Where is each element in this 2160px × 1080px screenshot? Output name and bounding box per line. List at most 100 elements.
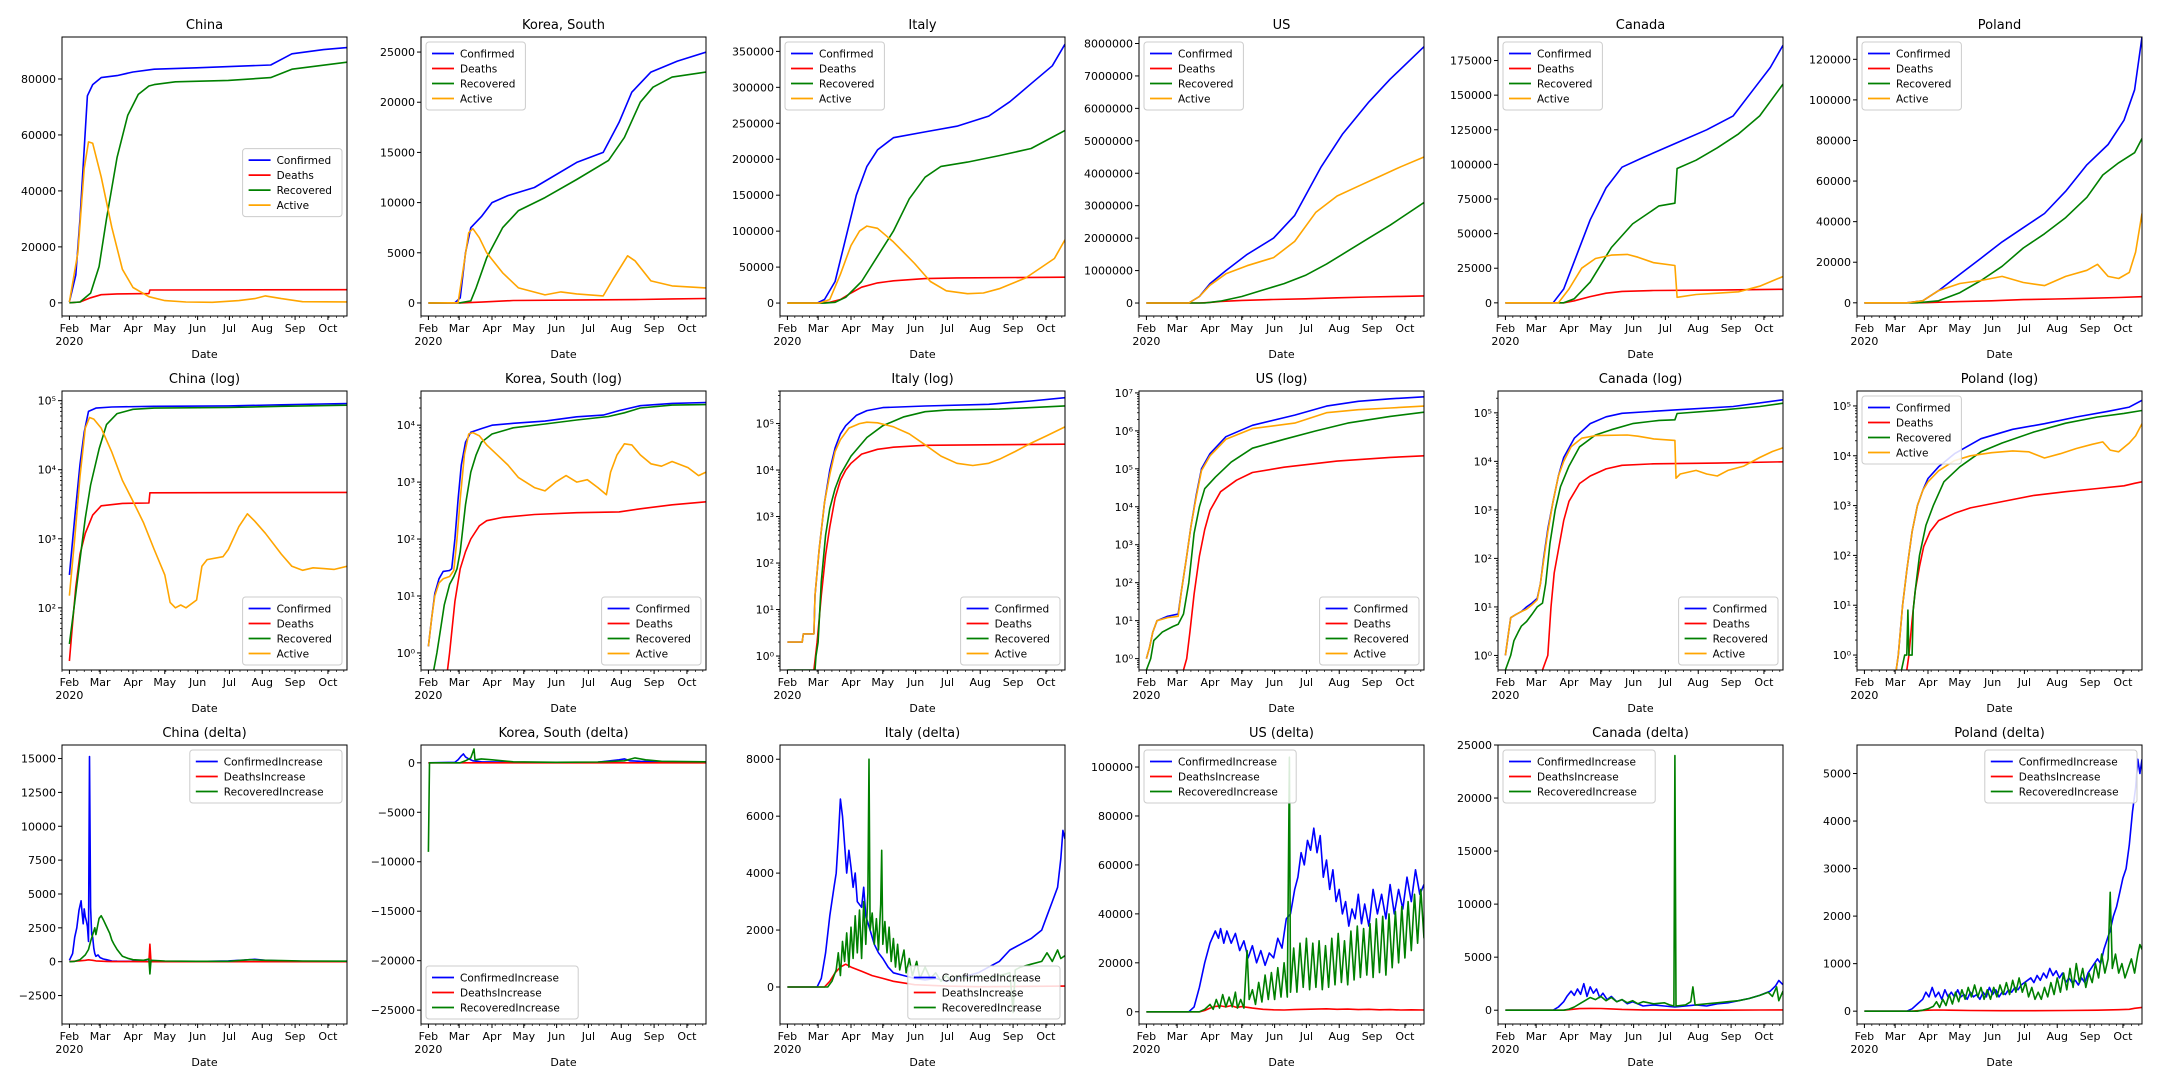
y-tick-label: 300000 <box>732 81 774 94</box>
legend-label: Recovered <box>995 634 1050 646</box>
series-line-confirmedincrease <box>1505 979 1783 1011</box>
legend-label: Confirmed <box>277 604 332 616</box>
series-line-active <box>1895 423 2142 670</box>
series-line-deaths <box>1864 295 2142 304</box>
x-tick-label: Mar <box>449 1030 470 1043</box>
legend-label: Active <box>819 94 851 106</box>
x-axis-label: Date <box>1986 1056 2013 1069</box>
legend-box <box>1143 41 1244 111</box>
x-tick-label: Mar <box>1167 322 1188 335</box>
y-tick-label: 10¹ <box>397 590 415 603</box>
panel-korea-south-delta: Korea, South (delta) −25000 −20000 −15000 −1… <box>371 726 707 1069</box>
x-tick-label: Mar <box>1167 676 1188 689</box>
x-tick-label: Mar <box>449 676 470 689</box>
x-year-label: 2020 <box>414 335 442 348</box>
x-year-label: 2020 <box>1491 335 1519 348</box>
y-tick-label: 10¹ <box>1474 601 1492 614</box>
x-tick-label: Oct <box>1754 1030 1774 1043</box>
y-tick-label: 20000 <box>1816 256 1851 269</box>
x-tick-label: Jun <box>188 676 206 689</box>
axes-frame <box>1497 744 1784 1025</box>
series-line-recovered <box>1504 402 1783 670</box>
legend-box <box>1319 596 1420 666</box>
x-tick-label: Feb <box>1496 676 1515 689</box>
x-tick-label: Feb <box>419 1030 438 1043</box>
x-tick-label: Jul <box>222 1030 236 1043</box>
y-tick-label: 10⁵ <box>756 418 774 431</box>
x-tick-label: Jun <box>188 1030 206 1043</box>
legend-label: Confirmed <box>819 49 874 61</box>
series-line-deaths <box>69 288 347 304</box>
x-tick-label: Aug <box>969 676 990 689</box>
panel-title: Poland (log) <box>1961 372 2039 387</box>
x-tick-label: Sep <box>1003 676 1024 689</box>
panel-title: Korea, South (log) <box>505 372 622 387</box>
x-tick-label: Oct <box>677 1030 697 1043</box>
x-tick-label: Sep <box>1362 676 1383 689</box>
x-tick-label: Oct <box>677 322 697 335</box>
legend-label: ConfirmedIncrease <box>224 757 323 769</box>
x-tick-label: Mar <box>1885 676 1906 689</box>
x-tick-label: Sep <box>1721 1030 1742 1043</box>
legend-label: Confirmed <box>460 49 515 61</box>
x-tick-label: Oct <box>2113 676 2133 689</box>
legend: Confirmed Deaths Recovered Active <box>1861 41 1962 111</box>
legend-label: DeathsIncrease <box>1178 772 1260 784</box>
panel-title: Poland (delta) <box>1954 726 2045 741</box>
y-tick-label: 5000 <box>1823 768 1851 781</box>
y-tick-label: 50000 <box>739 261 774 274</box>
y-tick-label: 25000 <box>1457 739 1492 752</box>
x-tick-label: Oct <box>1036 676 1056 689</box>
legend-label: ConfirmedIncrease <box>1178 757 1277 769</box>
legend-box <box>1143 749 1297 804</box>
x-tick-label: Apr <box>1559 676 1579 689</box>
series-line-deaths <box>1182 455 1424 670</box>
x-tick-label: Sep <box>644 1030 665 1043</box>
axes-frame <box>1497 36 1784 317</box>
y-tick-label: 2000 <box>746 924 774 937</box>
x-axis-label: Date <box>909 1056 936 1069</box>
legend-label: Recovered <box>1713 634 1768 646</box>
x-tick-label: May <box>1230 676 1253 689</box>
x-tick-label: Feb <box>1137 676 1156 689</box>
panel-title: Korea, South (delta) <box>498 726 628 741</box>
series-line-active <box>1505 253 1783 304</box>
x-axis-label: Date <box>1986 348 2013 361</box>
legend-box <box>1502 41 1603 111</box>
series-group <box>68 755 347 975</box>
y-tick-label: 250000 <box>732 117 774 130</box>
axes-frame <box>779 744 1066 1025</box>
legend-label: ConfirmedIncrease <box>1537 757 1636 769</box>
x-tick-label: Apr <box>123 1030 143 1043</box>
series-group <box>1145 396 1424 670</box>
legend-label: Active <box>277 649 309 661</box>
x-tick-label: Aug <box>969 1030 990 1043</box>
series-line-active <box>1145 405 1424 659</box>
y-tick-label: 3000 <box>1823 863 1851 876</box>
x-tick-label: May <box>1948 1030 1971 1043</box>
y-tick-label: 6000 <box>746 810 774 823</box>
axes-frame <box>1138 744 1425 1025</box>
legend: ConfirmedIncrease DeathsIncrease Recovered… <box>425 965 579 1020</box>
y-tick-label: 100000 <box>1809 94 1851 107</box>
x-tick-label: Jun <box>547 1030 565 1043</box>
y-tick-label: 50000 <box>1457 228 1492 241</box>
legend-label: Recovered <box>277 634 332 646</box>
x-tick-label: Jun <box>1265 676 1283 689</box>
x-axis-label: Date <box>1268 702 1295 715</box>
y-tick-label: 200000 <box>732 153 774 166</box>
x-tick-label: Sep <box>2080 676 2101 689</box>
y-tick-label: 25000 <box>1457 262 1492 275</box>
x-tick-label: Jun <box>188 322 206 335</box>
y-tick-label: 125000 <box>1450 124 1492 137</box>
x-axis-label: Date <box>1986 702 2013 715</box>
x-tick-label: Oct <box>2113 322 2133 335</box>
axes-frame <box>420 390 707 671</box>
legend: ConfirmedIncrease DeathsIncrease Recovered… <box>1984 749 2138 804</box>
y-tick-label: 2500 <box>28 922 56 935</box>
legend-label: RecoveredIncrease <box>2019 787 2119 799</box>
y-tick-label: 10¹ <box>1115 615 1133 628</box>
x-tick-label: Mar <box>90 322 111 335</box>
legend-label: Active <box>1537 94 1569 106</box>
x-tick-label: Apr <box>123 322 143 335</box>
